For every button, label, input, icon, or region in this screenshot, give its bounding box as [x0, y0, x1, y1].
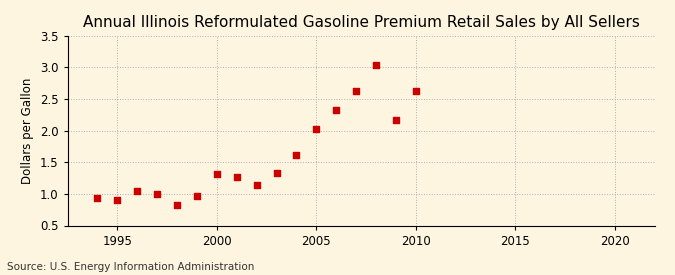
- Point: [371, 63, 381, 67]
- Point: [391, 118, 402, 122]
- Point: [92, 196, 103, 200]
- Text: Source: U.S. Energy Information Administration: Source: U.S. Energy Information Administ…: [7, 262, 254, 272]
- Point: [211, 171, 222, 176]
- Point: [291, 153, 302, 158]
- Title: Annual Illinois Reformulated Gasoline Premium Retail Sales by All Sellers: Annual Illinois Reformulated Gasoline Pr…: [82, 15, 639, 31]
- Point: [132, 189, 142, 194]
- Point: [271, 171, 282, 175]
- Point: [232, 175, 242, 179]
- Point: [171, 203, 182, 207]
- Point: [112, 197, 123, 202]
- Point: [410, 89, 421, 94]
- Point: [152, 192, 163, 196]
- Point: [351, 89, 362, 94]
- Point: [251, 183, 262, 187]
- Point: [331, 108, 342, 112]
- Point: [192, 194, 202, 199]
- Y-axis label: Dollars per Gallon: Dollars per Gallon: [22, 78, 34, 184]
- Point: [311, 127, 322, 131]
